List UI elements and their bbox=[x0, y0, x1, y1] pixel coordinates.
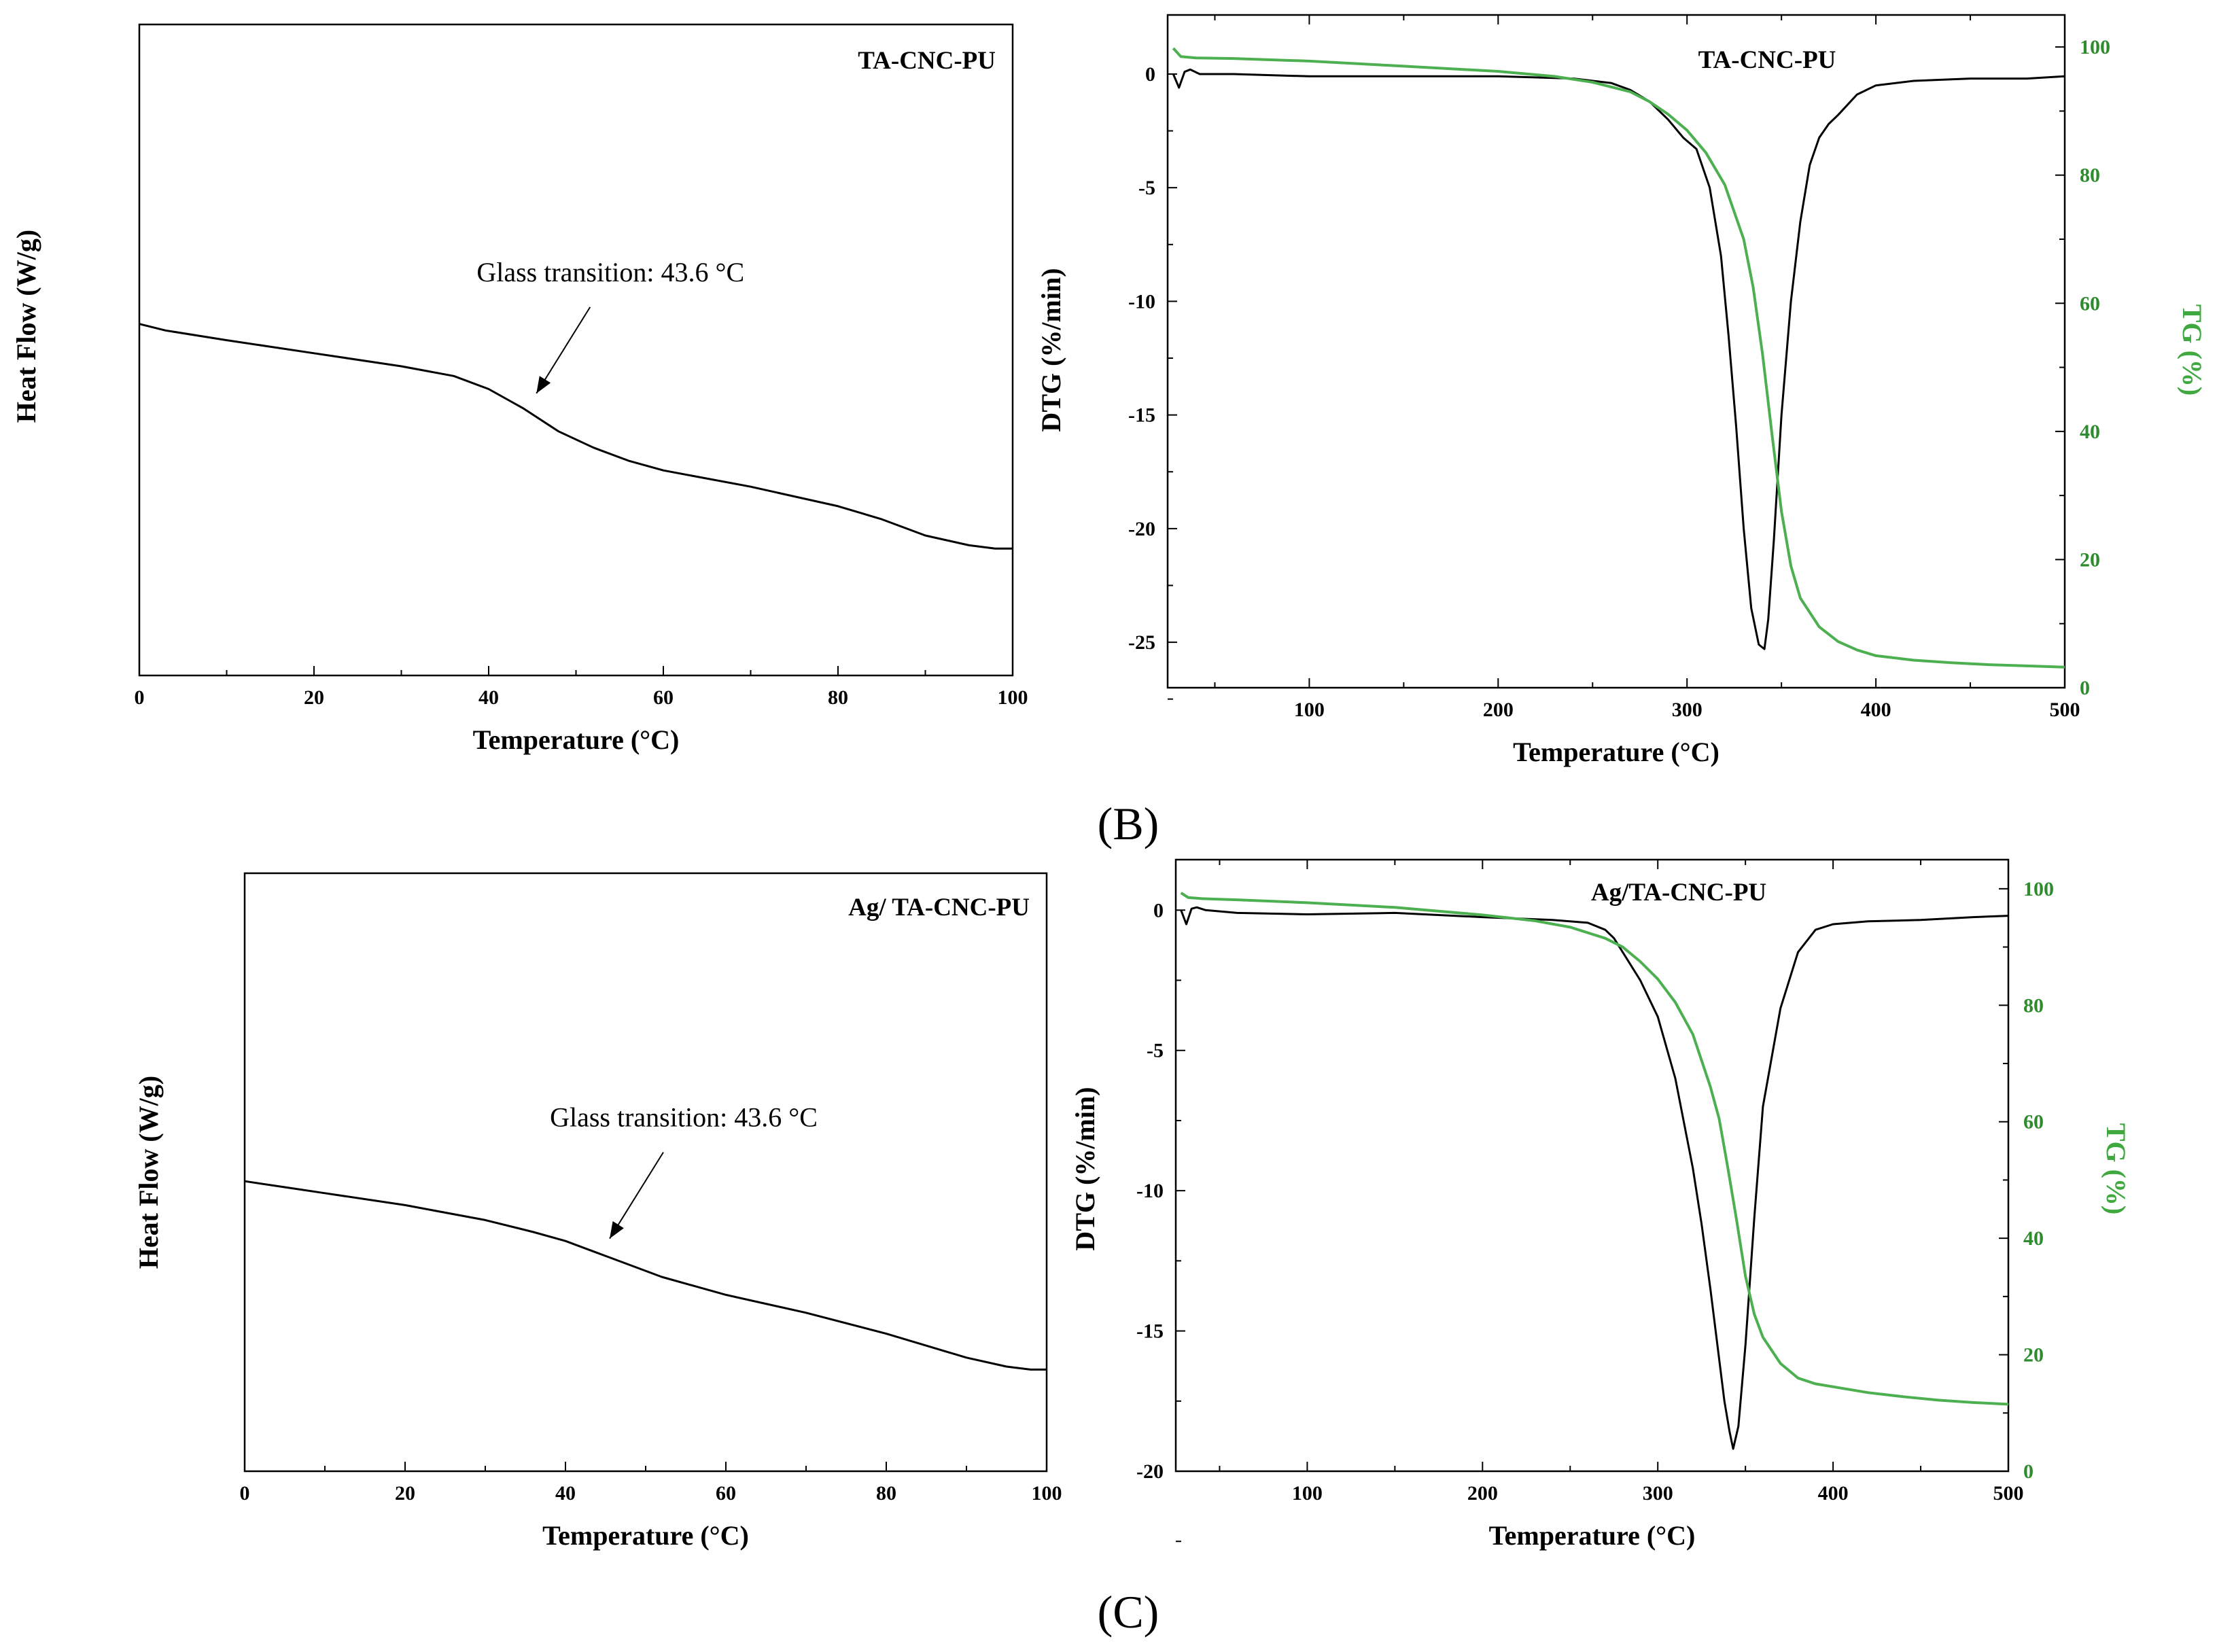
y2-tick-label: 100 bbox=[2080, 36, 2110, 58]
x-tick-label: 100 bbox=[998, 686, 1028, 709]
x-tick-label: 100 bbox=[1032, 1482, 1062, 1505]
x-tick-label: 20 bbox=[304, 686, 324, 709]
x-tick-label: 400 bbox=[1818, 1482, 1849, 1505]
y-axis-label: DTG (%/min) bbox=[1070, 1087, 1100, 1250]
y2-tick-label: 60 bbox=[2023, 1111, 2044, 1133]
y2-axis-label: TG (%) bbox=[2177, 304, 2207, 396]
dtg-series-line bbox=[1172, 68, 2065, 650]
x-tick-label: 0 bbox=[240, 1482, 250, 1505]
tg-series-line bbox=[1172, 47, 2065, 669]
x-tick-label: 100 bbox=[1294, 699, 1325, 721]
x-tick-label: 200 bbox=[1467, 1482, 1498, 1505]
chart-tga-ta-cnc-pu: 100 200 300 400 5000-5-10-15-20-250204060801… bbox=[1036, 14, 2207, 767]
heat-flow-series-line bbox=[244, 1180, 1047, 1371]
chart-title: Ag/TA-CNC-PU bbox=[1591, 879, 1766, 907]
plot-frame bbox=[1174, 858, 2010, 1473]
y2-tick-label: 40 bbox=[2023, 1227, 2044, 1250]
x-axis-label: Temperature (°C) bbox=[1513, 737, 1720, 767]
x-tick-label: 60 bbox=[716, 1482, 736, 1505]
y-axis-label: Heat Flow (W/g) bbox=[11, 230, 41, 423]
y2-tick-label: 0 bbox=[2080, 677, 2090, 699]
y2-tick-label: 80 bbox=[2080, 164, 2100, 187]
y-tick-label: -5 bbox=[1138, 177, 1155, 199]
y-tick-label: -20 bbox=[1136, 1460, 1164, 1483]
x-tick-label: 300 bbox=[1643, 1482, 1673, 1505]
y2-tick-label: 20 bbox=[2023, 1344, 2044, 1367]
chart-title: Ag/ TA-CNC-PU bbox=[848, 894, 1030, 921]
annotation-arrow-head bbox=[610, 1221, 624, 1239]
annotation-arrow-shaft bbox=[609, 1152, 664, 1240]
x-axis-label: Temperature (°C) bbox=[473, 724, 680, 755]
plot-frame bbox=[138, 23, 1014, 677]
annotation-label: Glass transition: 43.6 °C bbox=[550, 1102, 818, 1133]
x-tick-label: 40 bbox=[555, 1482, 576, 1505]
panel-label-b: (B) bbox=[1098, 798, 1159, 849]
y-tick-label: -5 bbox=[1147, 1040, 1164, 1062]
plot-frame bbox=[1166, 14, 2066, 689]
panel-label-c: (C) bbox=[1098, 1586, 1159, 1638]
x-tick-label: 80 bbox=[828, 686, 848, 709]
heat-flow-series-line bbox=[139, 323, 1013, 550]
tg-series-line bbox=[1180, 892, 2009, 1406]
y2-axis-label: TG (%) bbox=[2101, 1123, 2131, 1214]
dtg-series-line bbox=[1180, 906, 2009, 1450]
chart-title: TA-CNC-PU bbox=[858, 47, 996, 75]
annotation-label: Glass transition: 43.6 °C bbox=[476, 257, 744, 287]
x-tick-label: 400 bbox=[1861, 699, 1891, 721]
y2-tick-label: 40 bbox=[2080, 421, 2100, 443]
y-tick-label: -20 bbox=[1128, 518, 1155, 540]
x-tick-label: 20 bbox=[395, 1482, 415, 1505]
x-tick-label: 500 bbox=[2050, 699, 2080, 721]
y2-tick-label: 60 bbox=[2080, 292, 2100, 315]
x-tick-label: 80 bbox=[876, 1482, 896, 1505]
annotation-arrow-shaft bbox=[536, 306, 591, 394]
plot-frame bbox=[243, 872, 1048, 1473]
chart-dsc-ag-ta-cnc-pu: 0 20 40 60 80 100 Ag/ TA-CNC-PU Temperature (°C… bbox=[133, 872, 1062, 1551]
y2-tick-label: 100 bbox=[2023, 878, 2054, 900]
y-tick-label: 0 bbox=[1153, 899, 1164, 921]
x-tick-label: 500 bbox=[1993, 1482, 2024, 1505]
y-tick-label: -25 bbox=[1128, 631, 1155, 654]
x-tick-label: 100 bbox=[1292, 1482, 1323, 1505]
chart-dsc-ta-cnc-pu: 0 20 40 60 80 100 TA-CNC-PU Temperature (°C) Hea… bbox=[11, 23, 1028, 755]
y-tick-label: -10 bbox=[1136, 1180, 1164, 1202]
y2-tick-label: 0 bbox=[2023, 1460, 2033, 1483]
x-axis-label: Temperature (°C) bbox=[1489, 1520, 1696, 1551]
y-tick-label: 0 bbox=[1145, 63, 1155, 86]
x-axis-label: Temperature (°C) bbox=[542, 1520, 749, 1551]
x-tick-label: 40 bbox=[478, 686, 499, 709]
y-tick-label: -15 bbox=[1136, 1320, 1164, 1343]
x-tick-label: 200 bbox=[1483, 699, 1514, 721]
annotation-arrow-head bbox=[536, 376, 551, 393]
y2-tick-label: 20 bbox=[2080, 548, 2100, 571]
y-axis-label: DTG (%/min) bbox=[1036, 268, 1066, 432]
x-tick-label: 60 bbox=[653, 686, 674, 709]
y-tick-label: -15 bbox=[1128, 404, 1155, 427]
y-tick-label: -10 bbox=[1128, 290, 1155, 313]
x-tick-label: 0 bbox=[135, 686, 145, 709]
x-tick-label: 300 bbox=[1672, 699, 1703, 721]
y2-tick-label: 80 bbox=[2023, 994, 2044, 1017]
y-axis-label: Heat Flow (W/g) bbox=[133, 1076, 164, 1269]
chart-title: TA-CNC-PU bbox=[1698, 46, 1836, 74]
